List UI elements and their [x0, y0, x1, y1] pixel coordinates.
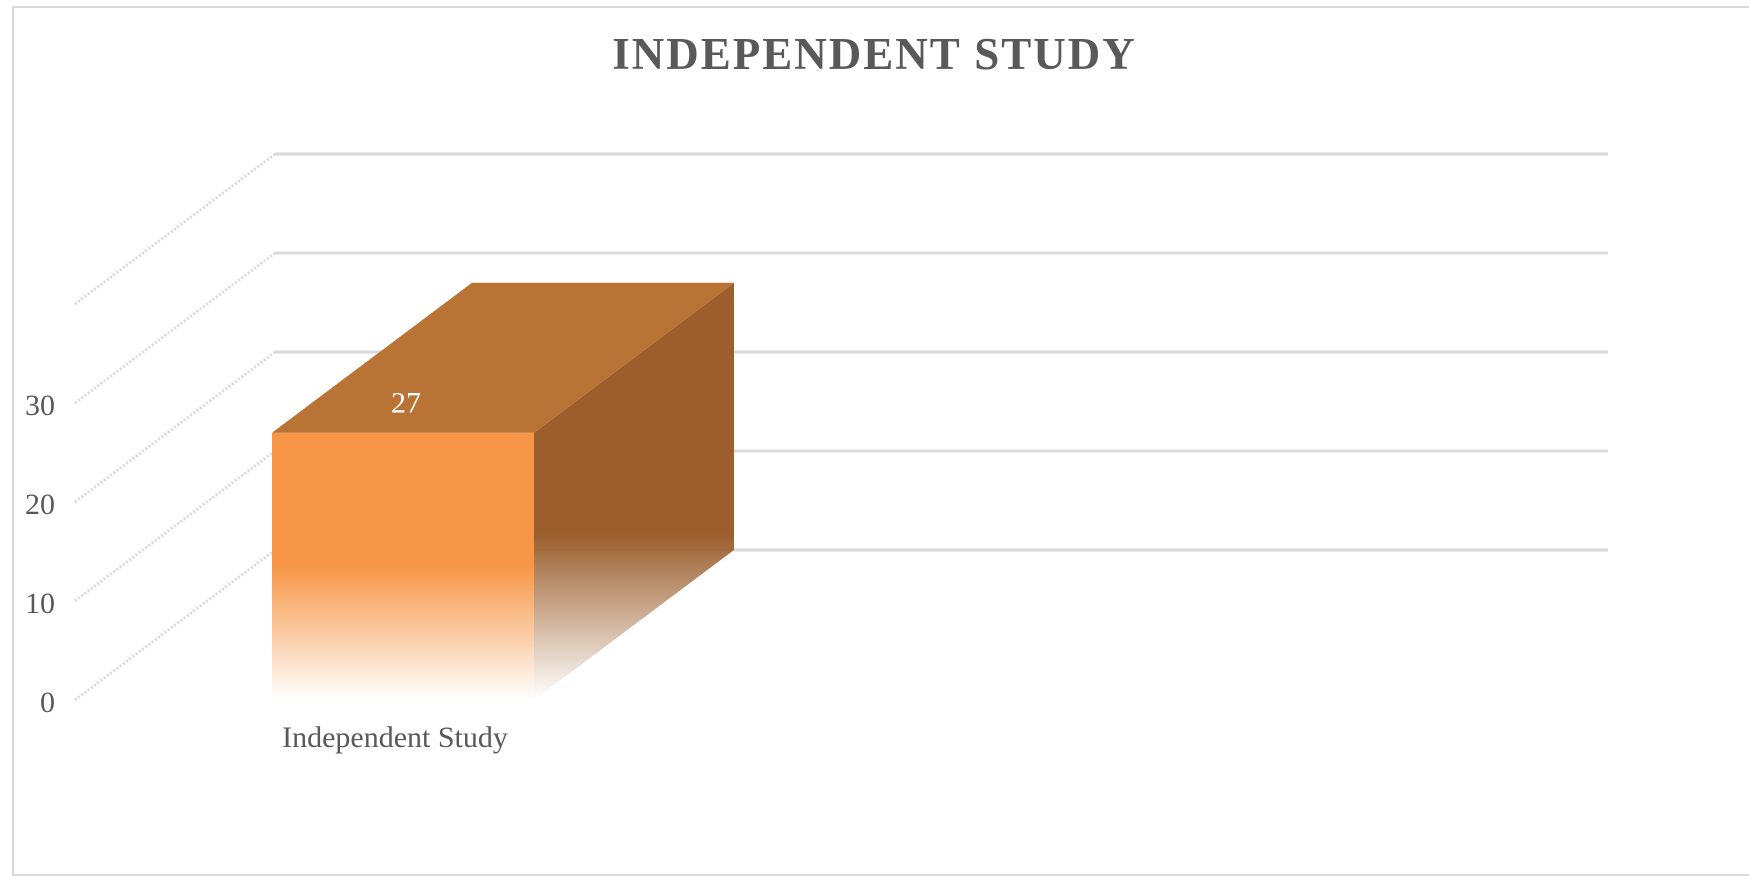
x-category-label: Independent Study: [282, 721, 508, 754]
bar-top: [272, 282, 734, 433]
gridline-side-20: [74, 350, 276, 504]
gridline-side-0: [74, 548, 276, 702]
chart-title: INDEPENDENT STUDY: [612, 29, 1137, 79]
y-tick-label: 0: [40, 686, 55, 719]
gridline-side-40: [74, 152, 276, 306]
bar: [272, 432, 534, 700]
gridline-side-10: [74, 449, 276, 603]
data-label: 27: [391, 387, 421, 420]
y-tick-label: 30: [25, 389, 55, 422]
bar-side: [534, 282, 734, 700]
y-tick-label: 20: [25, 488, 55, 521]
y-tick-label: 10: [25, 587, 55, 620]
gridline-side-30: [74, 251, 276, 405]
